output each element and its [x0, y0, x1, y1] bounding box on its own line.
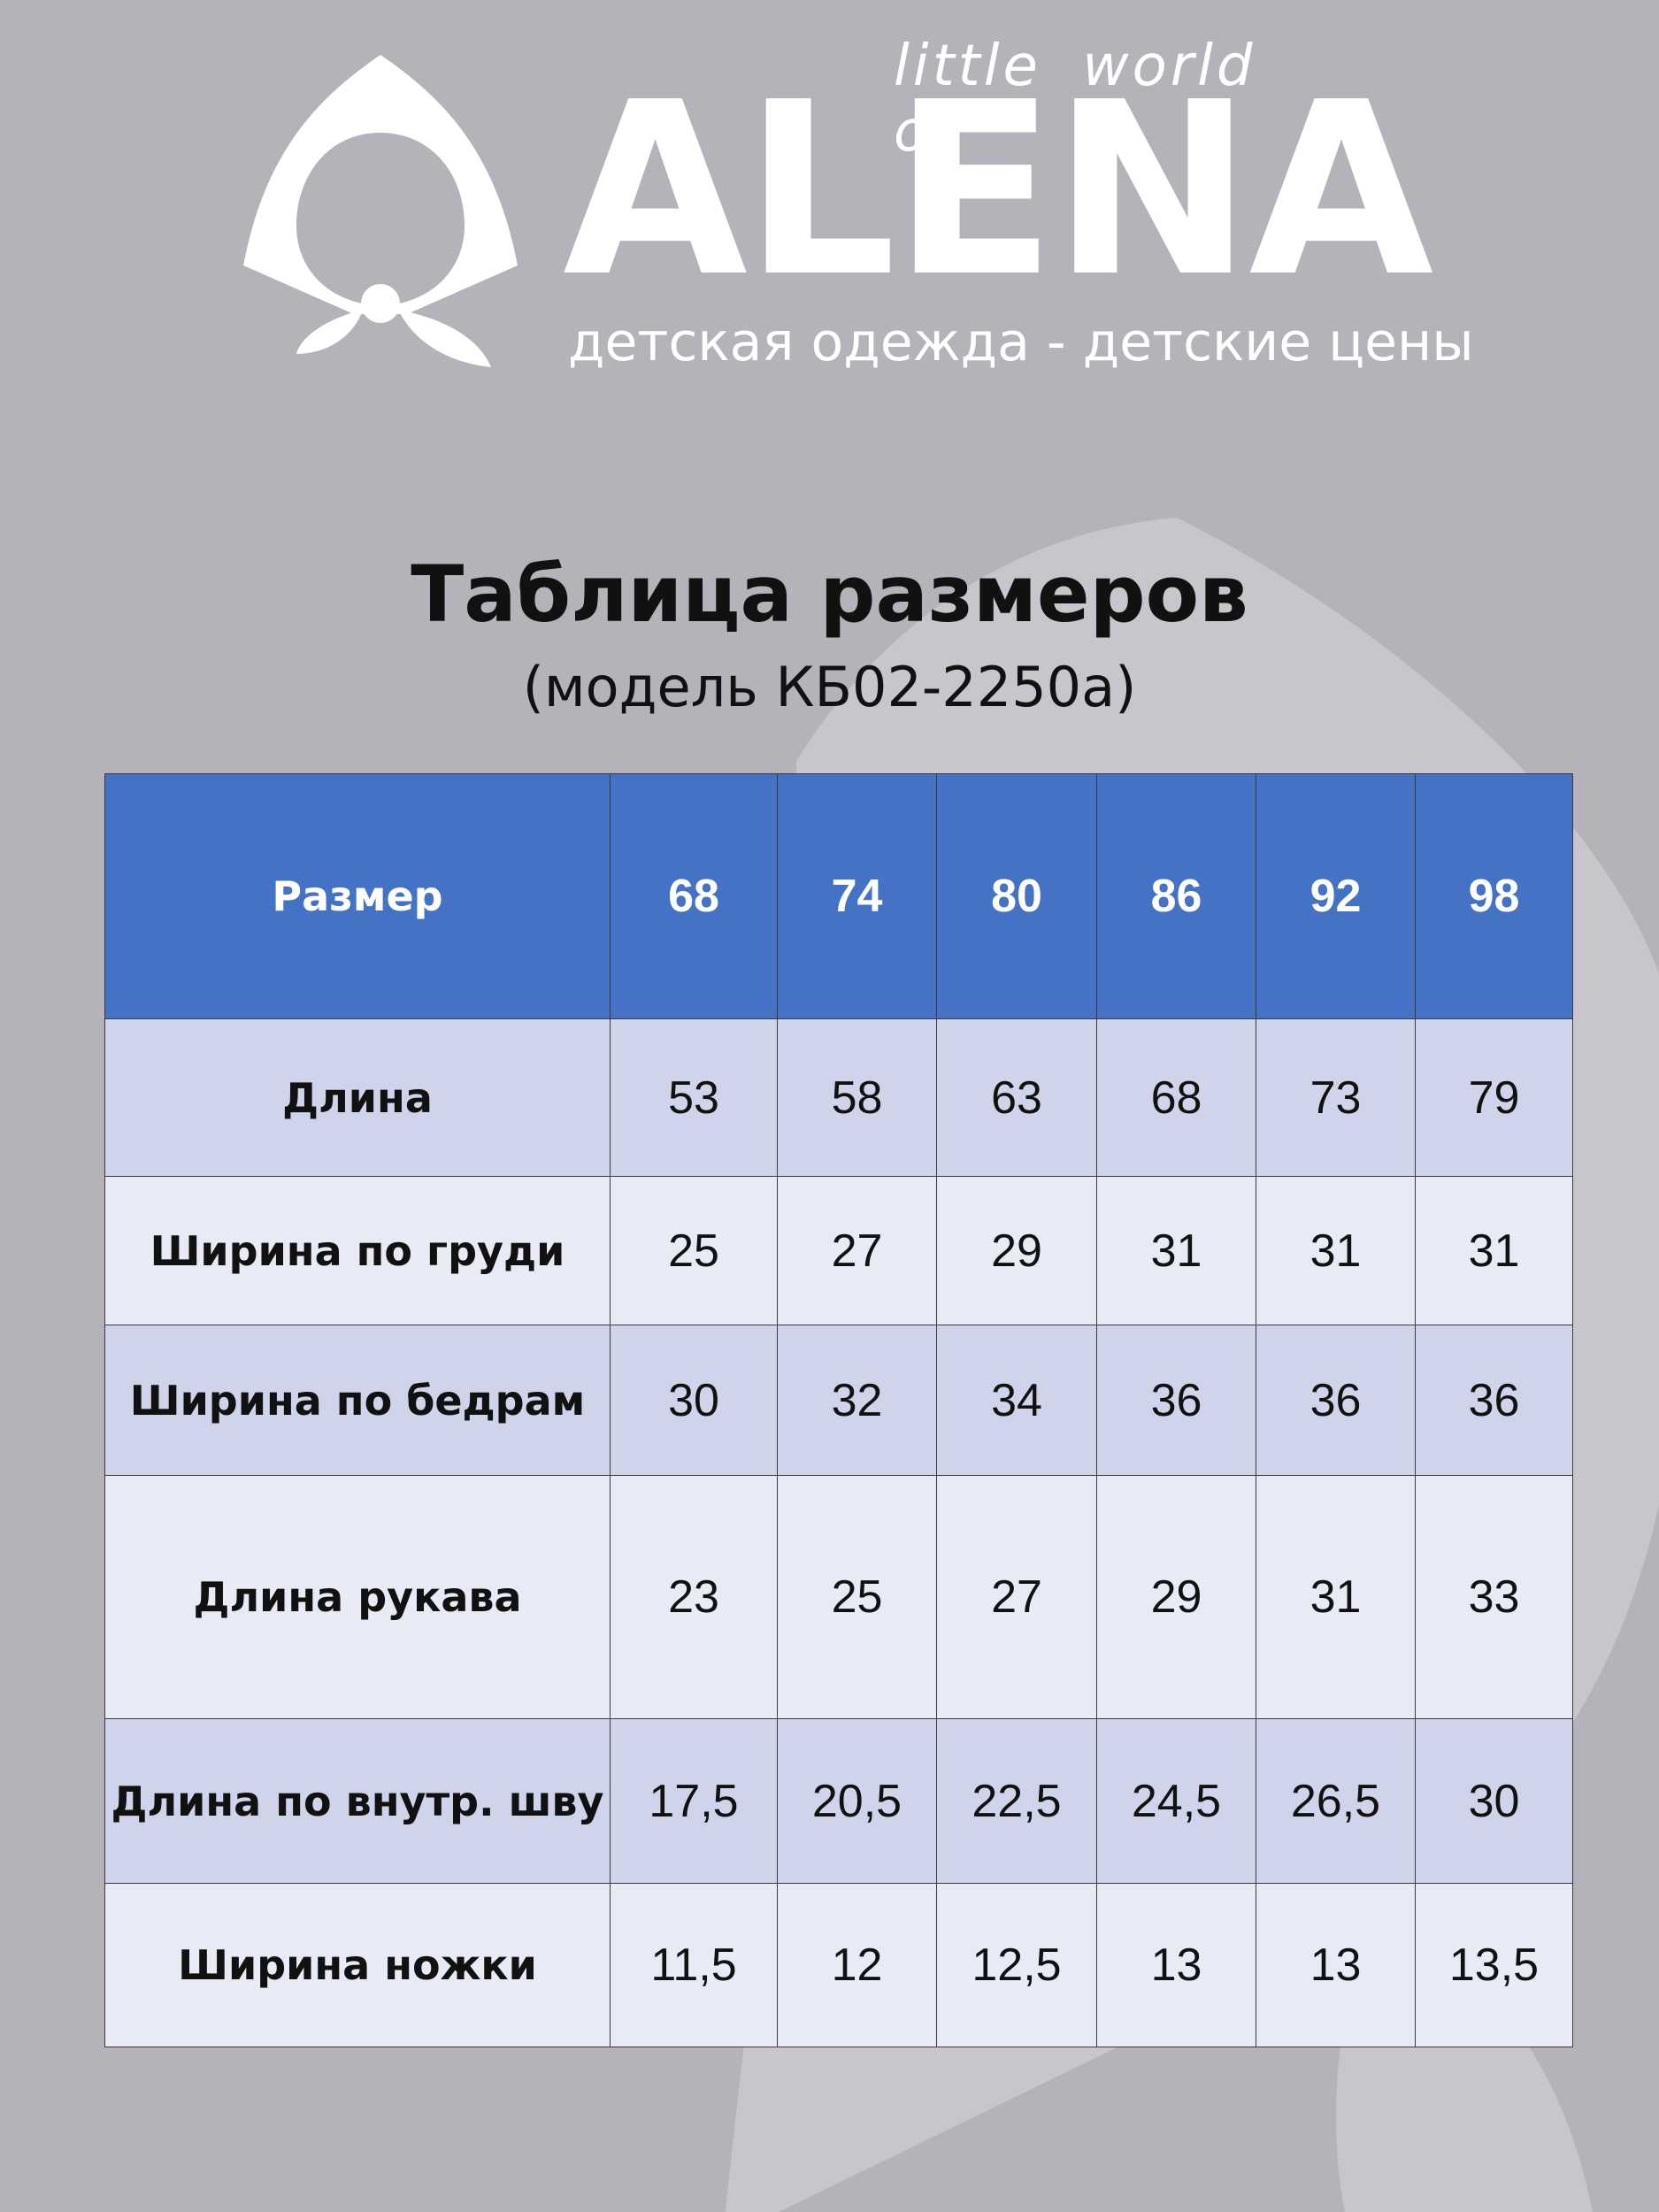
cell: 27: [936, 1475, 1097, 1719]
table-row: Ширина ножки 11,5 12 12,5 13 13 13,5: [104, 1883, 1573, 2047]
cell: 34: [936, 1325, 1097, 1476]
cell: 30: [1415, 1718, 1573, 1884]
cell: 73: [1256, 1018, 1416, 1177]
row-label: Ширина ножки: [104, 1883, 611, 2047]
header-cell: 80: [936, 773, 1097, 1019]
kerchief: [243, 55, 518, 314]
cell: 20,5: [777, 1718, 937, 1884]
size-table: Размер 68 74 80 86 92 98 Длина 53 58 63 68 73 79 Шири…: [104, 773, 1573, 2047]
brand-tagline: little world of: [894, 34, 1256, 165]
cell: 31: [1096, 1176, 1256, 1325]
header-cell: 86: [1096, 773, 1256, 1019]
tail: [398, 310, 491, 367]
cell: 68: [1096, 1018, 1256, 1177]
header-row: Размер 68 74 80 86 92 98: [104, 773, 1573, 1019]
cell: 31: [1256, 1475, 1416, 1719]
cell: 58: [777, 1018, 937, 1177]
header-cell: 74: [777, 773, 937, 1019]
cell: 24,5: [1096, 1718, 1256, 1884]
cell: 33: [1415, 1475, 1573, 1719]
cell: 36: [1415, 1325, 1573, 1476]
table-row: Длина 53 58 63 68 73 79: [104, 1018, 1573, 1177]
cell: 27: [777, 1176, 937, 1325]
header-cell: 92: [1256, 773, 1416, 1019]
cell: 32: [777, 1325, 937, 1476]
table-row: Длина рукава 23 25 27 29 31 33: [104, 1475, 1573, 1719]
cell: 30: [610, 1325, 778, 1476]
knot: [361, 284, 400, 323]
cell: 25: [610, 1176, 778, 1325]
table-row: Ширина по бедрам 30 32 34 36 36 36: [104, 1325, 1573, 1476]
cell: 29: [936, 1176, 1097, 1325]
header-cell: 98: [1415, 773, 1573, 1019]
cell: 17,5: [610, 1718, 778, 1884]
cell: 26,5: [1256, 1718, 1416, 1884]
cell: 36: [1256, 1325, 1416, 1476]
header-cell: Размер: [104, 773, 611, 1019]
row-label: Ширина по бедрам: [104, 1325, 611, 1476]
cell: 22,5: [936, 1718, 1097, 1884]
cell: 23: [610, 1475, 778, 1719]
subtitle: (модель КБ02-2250а): [522, 655, 1137, 719]
row-label: Длина: [104, 1018, 611, 1177]
header-cell: 68: [610, 773, 778, 1019]
cell: 11,5: [610, 1883, 778, 2047]
row-label: Длина рукава: [104, 1475, 611, 1719]
logo-icon: [243, 55, 518, 367]
cell: 53: [610, 1018, 778, 1177]
cell: 12,5: [936, 1883, 1097, 2047]
cell: 13,5: [1415, 1883, 1573, 2047]
tail: [296, 310, 363, 354]
row-label: Ширина по груди: [104, 1176, 611, 1325]
table-row: Длина по внутр. шву 17,5 20,5 22,5 24,5 26,5 3…: [104, 1718, 1573, 1884]
cell: 25: [777, 1475, 937, 1719]
cell: 31: [1256, 1176, 1416, 1325]
brand-name: ALENA: [563, 50, 1433, 329]
cell: 29: [1096, 1475, 1256, 1719]
brand-slogan: детская одежда - детские цены: [568, 311, 1474, 373]
cell: 36: [1096, 1325, 1256, 1476]
cell: 63: [936, 1018, 1097, 1177]
cell: 13: [1096, 1883, 1256, 2047]
row-label: Длина по внутр. шву: [104, 1718, 611, 1884]
title: Таблица размеров: [411, 549, 1248, 640]
cell: 79: [1415, 1018, 1573, 1177]
table-row: Ширина по груди 25 27 29 31 31 31: [104, 1176, 1573, 1325]
cell: 13: [1256, 1883, 1416, 2047]
cell: 31: [1415, 1176, 1573, 1325]
cell: 12: [777, 1883, 937, 2047]
